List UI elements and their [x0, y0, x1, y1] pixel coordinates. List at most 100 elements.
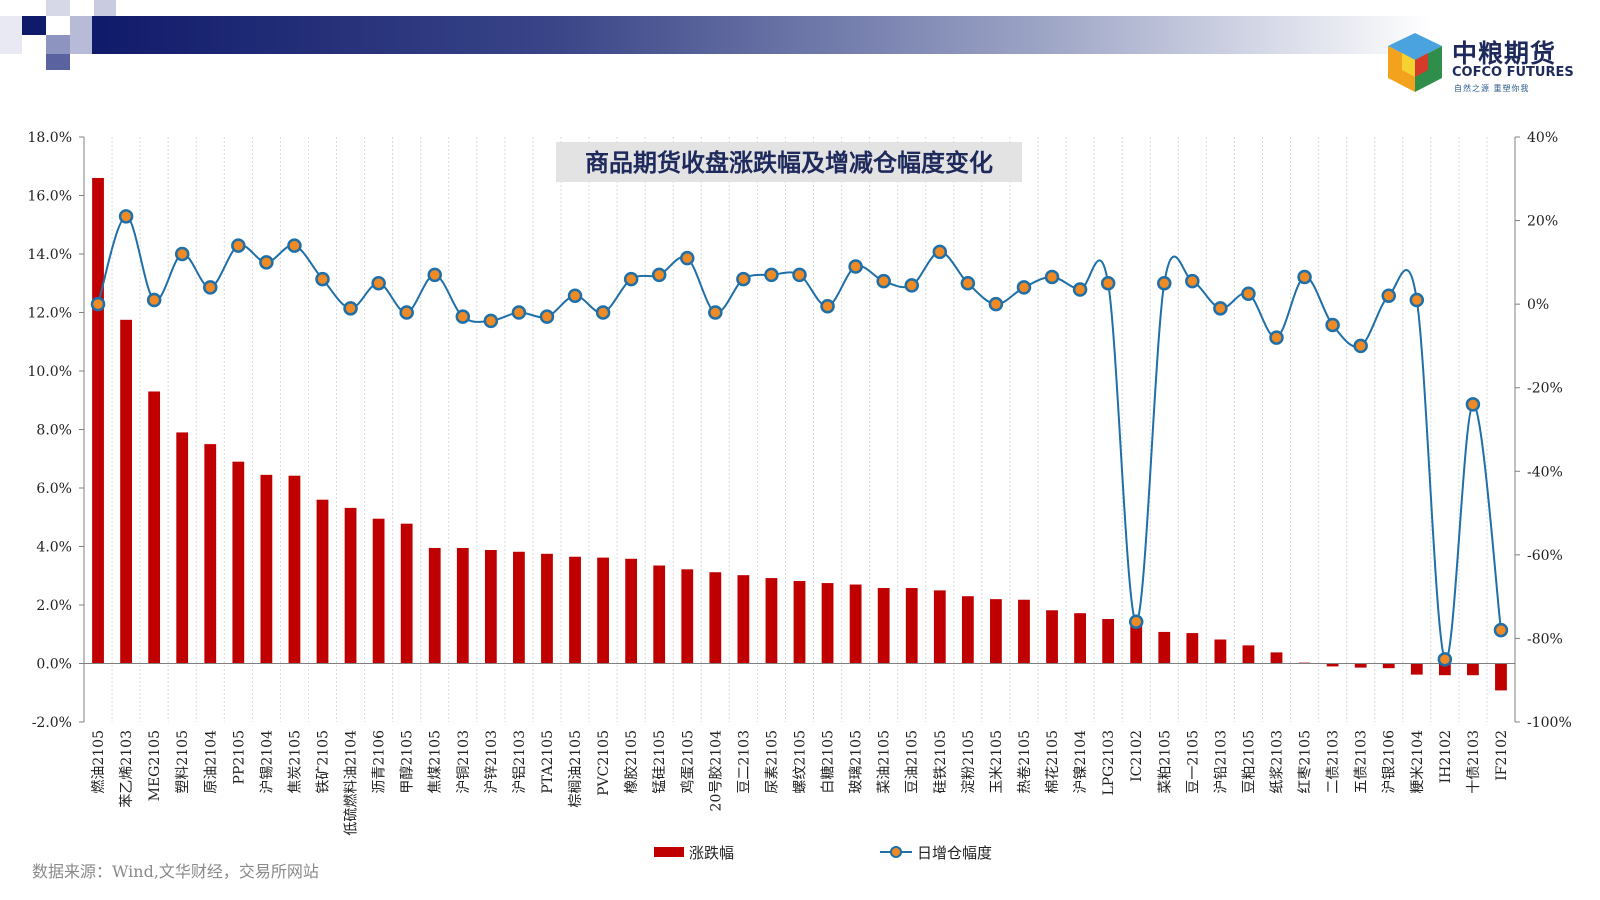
x-tick-label: IH2102	[1438, 730, 1454, 783]
bar-LPG2103	[1102, 619, 1115, 664]
point-IH2102	[1437, 652, 1453, 667]
point-沪铝2103	[511, 305, 527, 320]
legend-label-bar: 涨跌幅	[689, 844, 734, 862]
cofco-cube-icon	[1388, 33, 1442, 92]
point-IF2102	[1493, 622, 1509, 638]
point-塑料2105	[174, 246, 190, 262]
bar-鸡蛋2105	[681, 569, 694, 664]
point-原油2104	[203, 280, 218, 295]
bar-棉花2105	[1046, 610, 1058, 664]
x-tick-label: 豆一2105	[1185, 730, 1201, 794]
x-tick-label: 红枣2105	[1298, 730, 1314, 794]
point-红枣2105	[1297, 269, 1312, 285]
x-tick-label: 橡胶2105	[623, 730, 640, 794]
point-沪银2106	[1381, 288, 1396, 304]
x-tick-label: 沪锡2104	[259, 730, 275, 794]
x-tick-label: 沪镍2104	[1073, 730, 1089, 794]
point-纸浆2103	[1269, 330, 1284, 345]
bar-豆二2103	[737, 575, 750, 664]
bar-五债2103	[1354, 663, 1367, 668]
bar-菜油2105	[877, 588, 890, 664]
x-tick-label: 螺纹2105	[793, 730, 809, 794]
bar-低硫燃料油2104	[344, 507, 357, 664]
bar-螺纹2105	[793, 581, 806, 664]
x-tick-label: 粳米2104	[1410, 730, 1426, 794]
x-tick-label: 五债2103	[1354, 730, 1370, 794]
bar-20号胶2104	[709, 572, 722, 664]
point-橡胶2105	[623, 271, 639, 287]
point-PTA2105	[539, 309, 555, 324]
header-square-pale2	[0, 16, 22, 54]
point-低硫燃料油2104	[343, 301, 358, 316]
chart-title-box	[556, 142, 1022, 182]
point-PP2105	[231, 238, 246, 253]
bar-玉米2105	[990, 599, 1002, 664]
bar-PVC2105	[597, 557, 609, 664]
bar-沪铝2103	[513, 551, 525, 664]
header-square-dark	[22, 16, 46, 35]
x-tick-label: 硅铁2105	[933, 730, 949, 794]
y-left-tick-label: -2.0%	[32, 715, 72, 731]
x-tick-label: 豆二2103	[736, 730, 752, 794]
x-tick-label: 低硫燃料油2104	[343, 730, 360, 836]
bar-硅铁2105	[933, 590, 946, 664]
legend-label-line: 日增仓幅度	[917, 844, 992, 862]
x-tick-label: 玉米2105	[989, 730, 1005, 794]
y-left-tick-label: 2.0%	[36, 598, 72, 614]
header-square-pale	[94, 0, 116, 16]
bar-沪镍2104	[1074, 613, 1086, 664]
x-tick-label: 纸浆2103	[1270, 730, 1286, 794]
point-热卷2105	[1016, 280, 1032, 295]
x-tick-label: 沪铝2103	[512, 730, 528, 794]
x-tick-label: 塑料2105	[175, 730, 191, 794]
bar-锰硅2105	[653, 565, 666, 664]
point-焦煤2105	[427, 267, 442, 283]
point-沪铜2103	[455, 309, 471, 324]
brand-name-cn: 中粮期货	[1452, 39, 1557, 68]
point-五债2103	[1353, 338, 1368, 354]
legend-swatch-bar	[654, 847, 684, 857]
bar-沥青2106	[372, 518, 385, 664]
x-tick-label: PP2105	[231, 730, 247, 784]
x-tick-label: 焦煤2105	[428, 730, 444, 794]
point-白糖2105	[820, 298, 835, 314]
x-tick-label: 鸡蛋2105	[679, 730, 696, 794]
bar-PTA2105	[541, 553, 553, 664]
point-尿素2105	[764, 267, 779, 283]
point-豆粕2105	[1241, 286, 1256, 301]
bar-原油2104	[204, 444, 217, 664]
point-棕榈油2105	[567, 288, 583, 304]
y-right-tick-label: -20%	[1527, 381, 1563, 397]
bar-热卷2105	[1018, 599, 1030, 664]
bar-二债2103	[1326, 663, 1339, 667]
header-gradient-bar	[92, 16, 1432, 54]
point-螺纹2105	[792, 267, 807, 283]
y-right-tick-label: -40%	[1527, 464, 1563, 480]
source-note: 数据来源：Wind,文华财经，交易所网站	[32, 862, 319, 881]
point-沪铅2103	[1213, 301, 1228, 316]
point-鸡蛋2105	[680, 250, 695, 266]
y-left-tick-label: 8.0%	[36, 423, 72, 439]
y-left-tick-label: 10.0%	[28, 364, 72, 380]
header-square-low	[46, 54, 70, 70]
x-tick-label: 淀粉2105	[961, 730, 977, 794]
x-tick-label: 玻璃2105	[848, 730, 865, 794]
x-tick-label: 棉花2105	[1044, 730, 1061, 794]
point-豆二2103	[736, 271, 751, 287]
bar-铁矿2105	[316, 499, 329, 664]
point-PVC2105	[595, 305, 611, 320]
x-tick-label: LPG2103	[1101, 730, 1117, 796]
x-tick-label: 沥青2106	[372, 730, 388, 794]
bar-IC2102	[1130, 624, 1143, 664]
point-豆一2105	[1185, 273, 1200, 289]
y-left-tick-label: 4.0%	[36, 540, 72, 556]
y-right-tick-label: -60%	[1527, 548, 1563, 564]
x-tick-label: 十债2103	[1466, 730, 1482, 794]
y-left-tick-label: 12.0%	[28, 306, 72, 322]
y-left-tick-label: 6.0%	[36, 481, 72, 497]
bar-PP2105	[232, 461, 245, 664]
bar-橡胶2105	[625, 558, 638, 664]
x-tick-label: 菜油2105	[877, 730, 893, 794]
point-燃油2105	[90, 296, 106, 312]
